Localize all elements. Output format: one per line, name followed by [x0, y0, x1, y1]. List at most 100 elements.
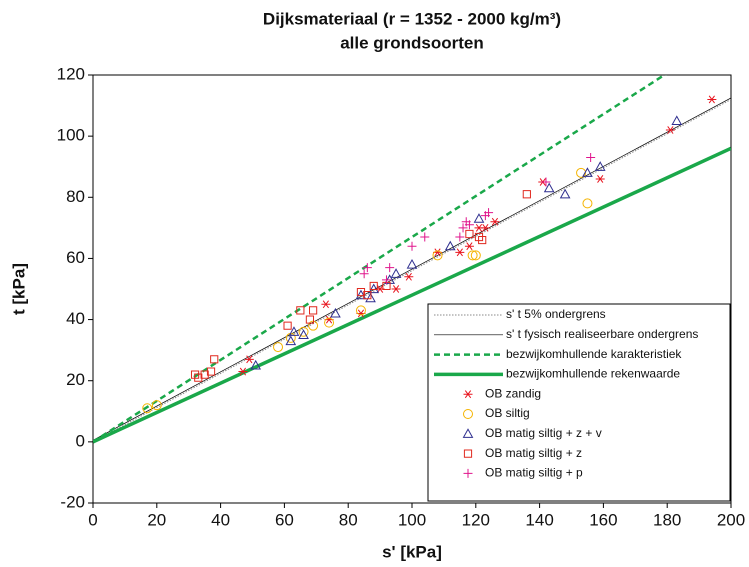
y-tick-label: 60 [66, 248, 85, 267]
x-tick-label: 40 [211, 510, 230, 529]
y-axis-label: t [kPa] [9, 263, 28, 315]
marker [273, 342, 284, 353]
marker [484, 208, 494, 218]
marker [671, 115, 683, 125]
marker [391, 285, 401, 293]
marker [707, 95, 717, 104]
marker [462, 409, 474, 419]
marker [355, 289, 367, 300]
marker [455, 232, 465, 242]
chart-title: Dijksmateriaal (r = 1352 - 2000 kg/m³) [263, 9, 561, 28]
legend-box [427, 303, 731, 502]
marker [283, 321, 292, 330]
y-tick-label: 120 [57, 64, 85, 83]
marker [444, 240, 456, 251]
marker [404, 272, 414, 281]
series-line [93, 75, 667, 443]
marker [480, 223, 490, 232]
legend-label: OB matig siltig + p [485, 466, 583, 480]
marker [368, 283, 380, 294]
legend-label: bezwijkomhullende karakteristiek [506, 347, 682, 361]
marker [369, 281, 378, 291]
x-tick-label: 80 [339, 510, 358, 529]
marker [420, 232, 430, 242]
x-tick-label: 140 [525, 510, 553, 529]
x-axis-label: s' [kPa] [382, 542, 442, 561]
marker [522, 190, 531, 199]
marker [250, 359, 262, 370]
marker [463, 390, 473, 399]
marker [463, 449, 473, 458]
legend-label: bezwijkomhullende rekenwaarde [506, 367, 680, 381]
x-tick-label: 120 [462, 510, 490, 529]
marker [467, 250, 478, 261]
marker [665, 126, 675, 134]
marker [359, 269, 369, 279]
marker [309, 306, 318, 315]
marker [465, 229, 474, 239]
marker [362, 263, 372, 273]
marker [382, 281, 391, 291]
x-tick-label: 200 [717, 510, 745, 529]
legend-label: OB siltig [485, 406, 530, 420]
marker [365, 292, 376, 303]
legend-label: s' t 5% ondergrens [506, 307, 606, 321]
marker [305, 315, 315, 324]
y-tick-label: -20 [60, 492, 85, 511]
y-tick-label: 20 [66, 370, 85, 389]
marker [298, 329, 309, 339]
plot-area [93, 75, 731, 444]
legend-label: OB matig siltig + z + v [485, 426, 602, 440]
marker [385, 263, 395, 273]
legend-label: s' t fysisch realiseerbare ondergrens [506, 327, 698, 341]
marker [206, 367, 216, 376]
marker [464, 220, 474, 230]
chart-subtitle: alle grondsoorten [340, 33, 484, 52]
legend-label: OB zandig [485, 386, 541, 400]
legend-label: OB matig siltig + z [485, 446, 582, 460]
y-tick-label: 80 [66, 187, 85, 206]
marker [238, 367, 248, 376]
marker [390, 268, 402, 278]
marker [543, 182, 555, 193]
marker [321, 300, 331, 309]
x-tick-label: 100 [398, 510, 426, 529]
marker [324, 317, 335, 328]
marker [474, 232, 484, 242]
marker [576, 167, 587, 178]
marker [406, 259, 418, 269]
marker [381, 275, 391, 285]
marker [288, 326, 300, 336]
marker [490, 217, 500, 226]
marker [455, 248, 465, 257]
series-line [93, 99, 731, 443]
marker [595, 175, 605, 183]
marker [298, 326, 309, 337]
marker [330, 307, 341, 318]
y-tick-label: 0 [76, 431, 85, 450]
marker [464, 242, 474, 251]
marker [356, 287, 366, 297]
marker [582, 198, 593, 209]
marker [478, 235, 487, 245]
marker [559, 188, 571, 199]
x-tick-label: 20 [147, 510, 166, 529]
marker [355, 305, 366, 316]
marker [541, 177, 551, 187]
series-line [93, 97, 731, 441]
marker [296, 306, 305, 315]
marker [200, 370, 209, 379]
marker [285, 335, 297, 346]
marker [470, 250, 481, 261]
marker [463, 468, 473, 478]
marker [363, 291, 372, 300]
marker [432, 250, 443, 261]
marker [190, 370, 200, 379]
marker [458, 223, 468, 233]
marker [210, 355, 219, 364]
series-line [93, 146, 731, 444]
marker [285, 332, 296, 343]
marker [462, 428, 474, 438]
marker [594, 161, 606, 171]
marker [142, 403, 153, 414]
